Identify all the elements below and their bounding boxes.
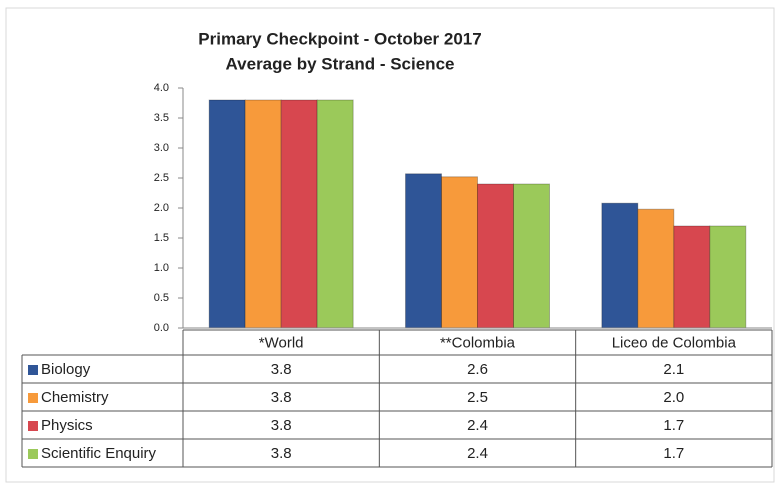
bar [673,225,711,329]
bar [244,99,282,329]
bar [709,225,747,329]
y-tick-label: 2.5 [154,172,169,184]
legend-key [28,365,38,375]
table-value: 1.7 [663,417,684,434]
y-tick-label: 0.5 [154,292,169,304]
legend-key [28,393,38,403]
y-tick-label: 2.0 [154,202,169,214]
table-value: 2.4 [467,445,488,462]
bar [441,176,478,329]
bar [316,99,354,329]
table-value: 1.7 [663,445,684,462]
chart-title: Primary Checkpoint - October 2017 [198,29,481,48]
table-header: **Colombia [440,334,516,351]
y-tick-label: 1.0 [154,262,169,274]
legend-label: Physics [41,417,93,434]
table-value: 2.5 [467,389,488,406]
bar [513,183,550,329]
legend-key [28,421,38,431]
table-header: *World [259,334,304,351]
table-value: 2.0 [663,389,684,406]
bar [405,173,442,329]
y-tick-label: 1.5 [154,232,169,244]
y-tick-label: 0.0 [154,322,169,334]
table-value: 2.6 [467,361,488,378]
bar [208,99,246,329]
table-value: 3.8 [271,445,292,462]
y-tick-label: 4.0 [154,82,169,94]
bar [637,208,675,329]
legend-label: Scientific Enquiry [41,445,157,462]
bar [601,202,639,329]
y-tick-label: 3.5 [154,112,169,124]
legend-key [28,449,38,459]
chart-subtitle: Average by Strand - Science [226,54,455,73]
table-value: 3.8 [271,361,292,378]
table-value: 2.1 [663,361,684,378]
legend-label: Biology [41,361,91,378]
bar [477,183,514,329]
table-value: 3.8 [271,389,292,406]
bar [280,99,318,329]
y-tick-label: 3.0 [154,142,169,154]
table-value: 2.4 [467,417,488,434]
table-header: Liceo de Colombia [612,334,737,351]
table-value: 3.8 [271,417,292,434]
legend-label: Chemistry [41,389,109,406]
